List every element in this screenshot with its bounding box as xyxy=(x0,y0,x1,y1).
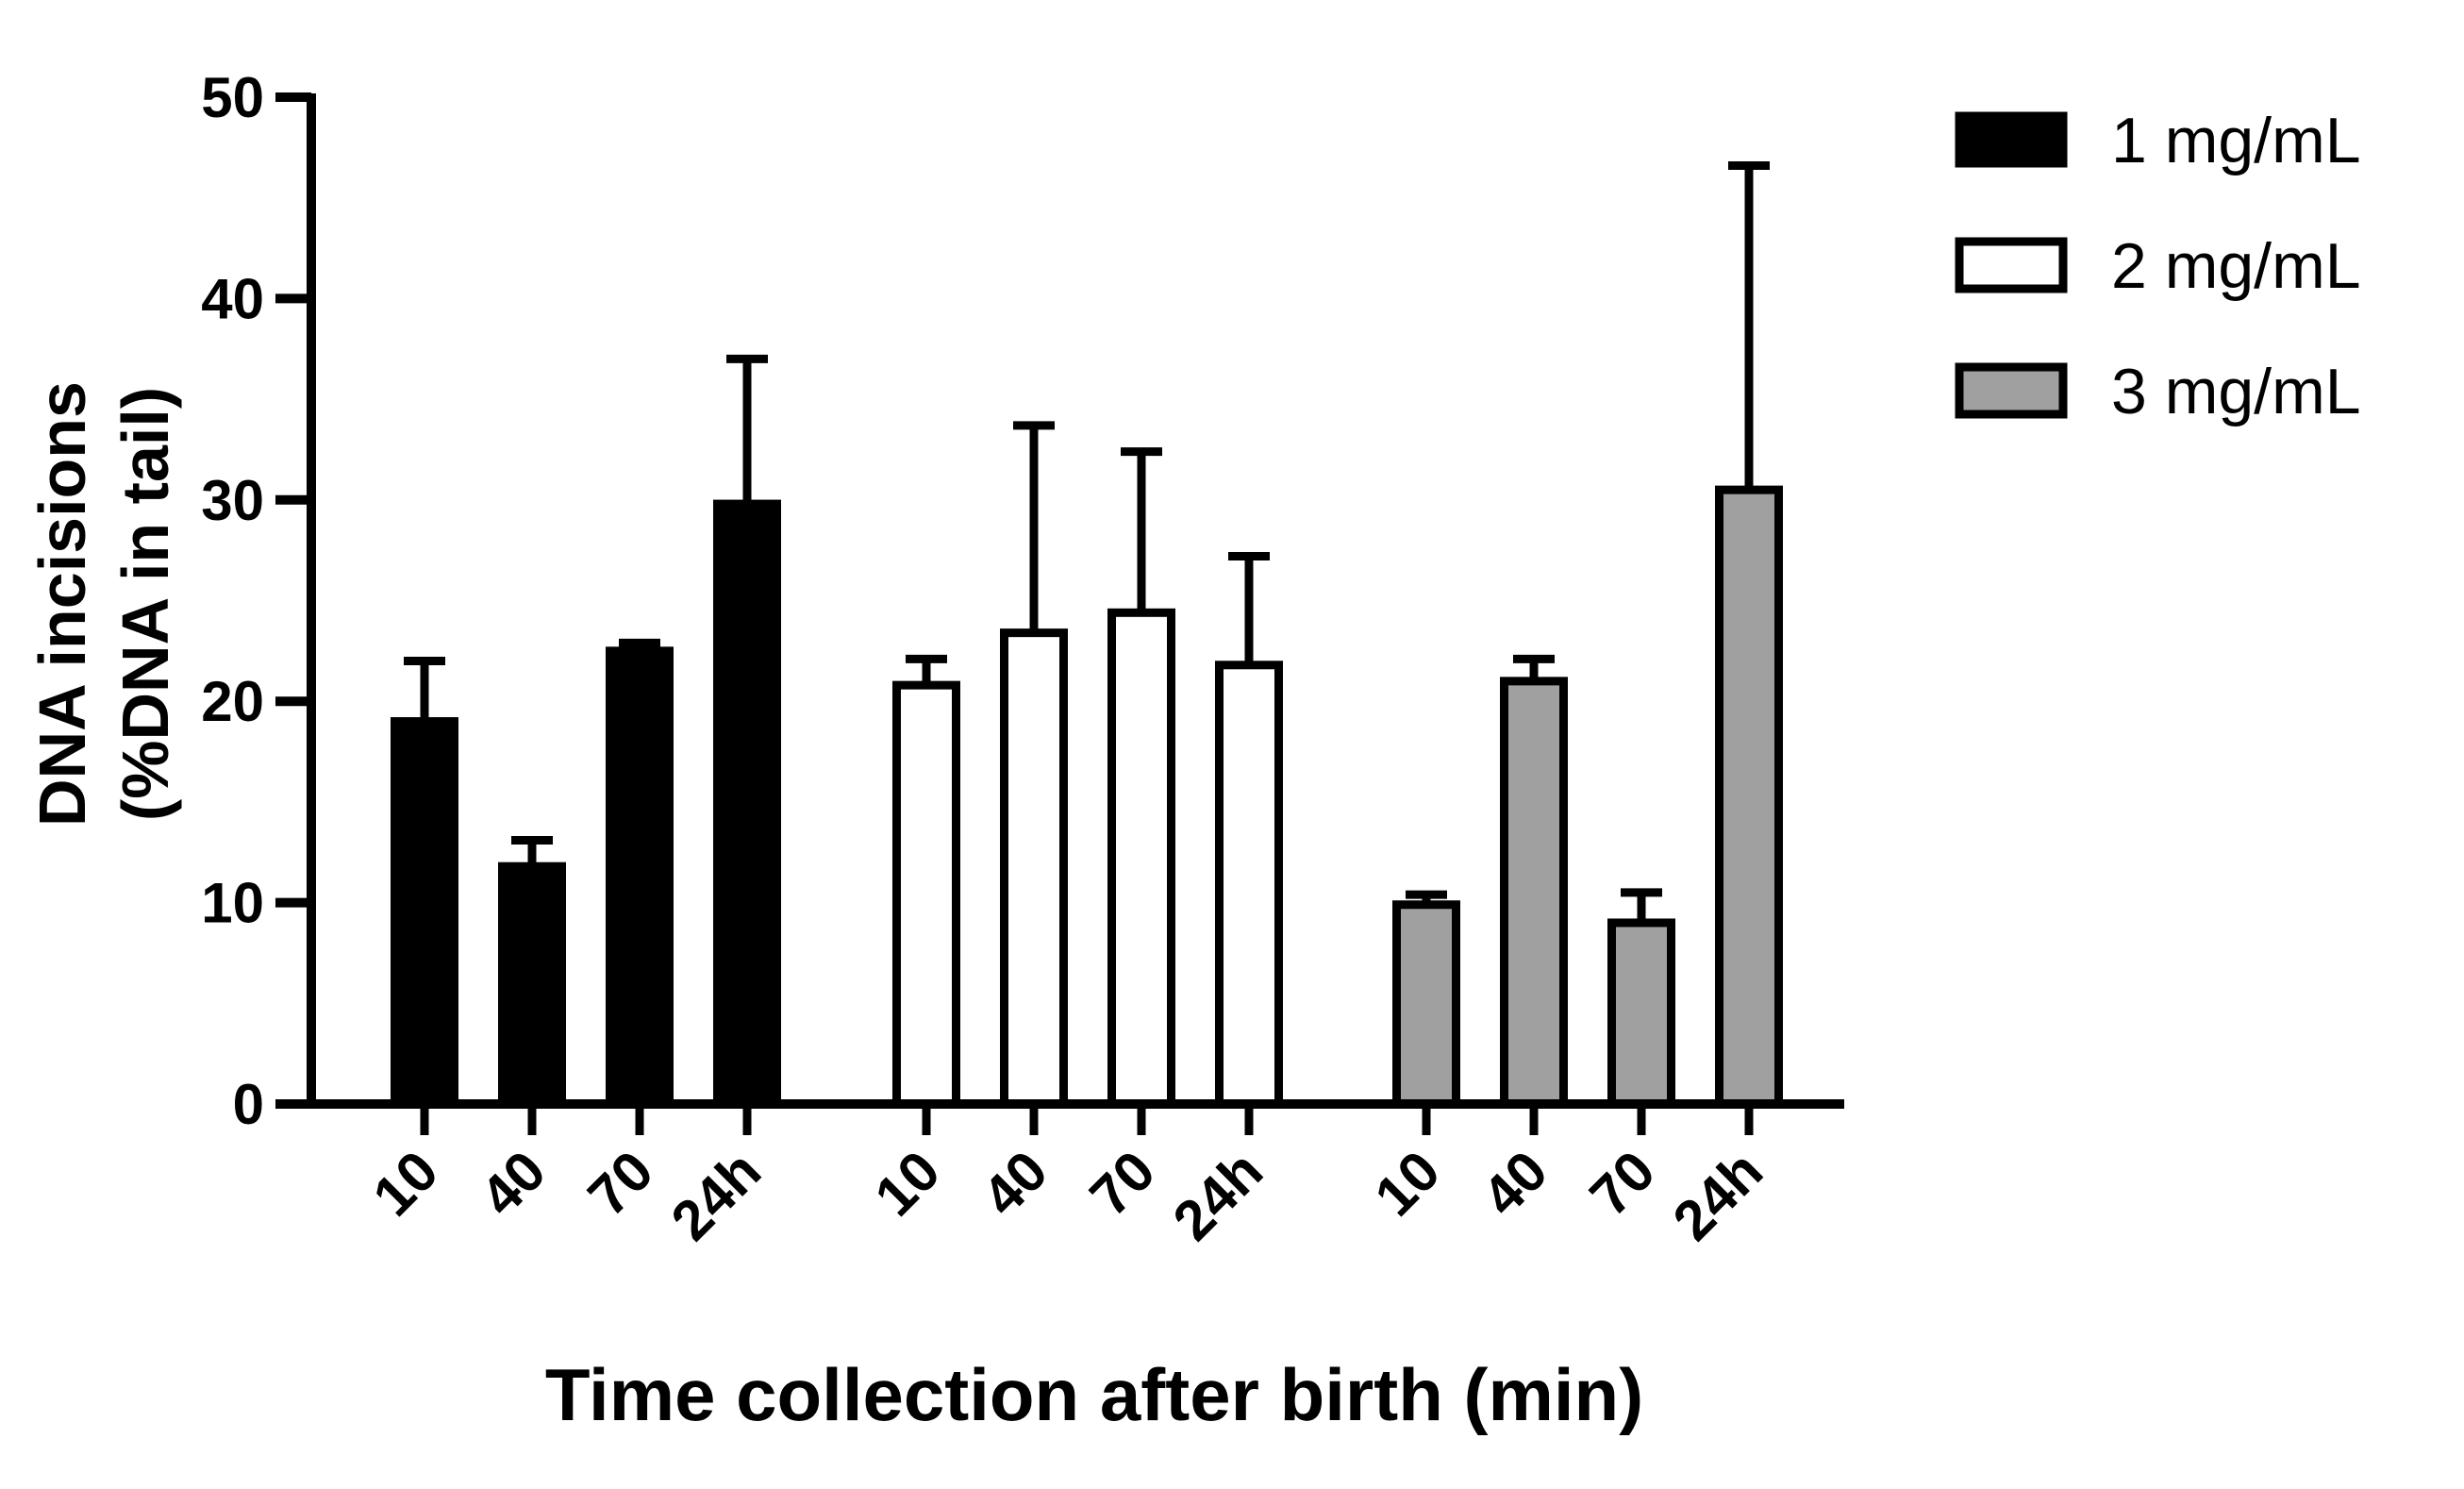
x-tick-label: 10 xyxy=(1363,1139,1453,1229)
x-tick-label: 10 xyxy=(361,1139,451,1229)
y-axis-title-line2: (%DNA in tail) xyxy=(108,387,182,821)
y-tick-label: 10 xyxy=(201,872,264,935)
y-tick-label: 30 xyxy=(201,469,264,532)
y-tick-label: 40 xyxy=(201,267,264,330)
plot-area xyxy=(391,161,1783,1109)
x-tick-label: 70 xyxy=(576,1139,666,1229)
legend-label: 1 mg/mL xyxy=(2111,105,2361,176)
legend-swatch xyxy=(1955,362,2068,419)
y-tick-label: 0 xyxy=(233,1073,264,1136)
legend-label: 2 mg/mL xyxy=(2111,230,2361,302)
bar xyxy=(606,646,674,1109)
y-tick-label: 50 xyxy=(201,66,264,129)
x-tick-label: 70 xyxy=(1578,1139,1668,1229)
x-tick-label: 24h xyxy=(1661,1139,1774,1252)
x-tick-label: 10 xyxy=(863,1139,953,1229)
bar xyxy=(391,717,458,1109)
x-tick-label: 24h xyxy=(659,1139,773,1252)
bar xyxy=(1715,485,1783,1109)
bar xyxy=(498,862,566,1109)
legend: 1 mg/mL 2 mg/mL 3 mg/mL xyxy=(1955,105,2361,427)
x-tick-label: 70 xyxy=(1078,1139,1168,1229)
bar xyxy=(1215,661,1283,1109)
x-axis-title: Time collection after birth (min) xyxy=(545,1353,1643,1436)
x-tick-label: 40 xyxy=(469,1139,558,1229)
bar xyxy=(1000,628,1068,1109)
y-tick-label: 20 xyxy=(201,670,264,733)
bar xyxy=(892,680,960,1109)
legend-label: 3 mg/mL xyxy=(2111,356,2361,427)
legend-swatch xyxy=(1955,111,2068,168)
x-tick-label: 24h xyxy=(1161,1139,1274,1252)
y-axis-title-line1: DNA incisions xyxy=(25,381,99,827)
bar xyxy=(1607,918,1675,1109)
bar xyxy=(1107,608,1175,1109)
x-tick-label: 40 xyxy=(1471,1139,1560,1229)
bar xyxy=(1392,900,1460,1109)
bar xyxy=(713,499,781,1109)
legend-swatch xyxy=(1955,237,2068,293)
x-tick-label: 40 xyxy=(971,1139,1060,1229)
y-axis: 0 10 20 30 40 50 xyxy=(201,66,316,1136)
bar xyxy=(1500,677,1568,1109)
